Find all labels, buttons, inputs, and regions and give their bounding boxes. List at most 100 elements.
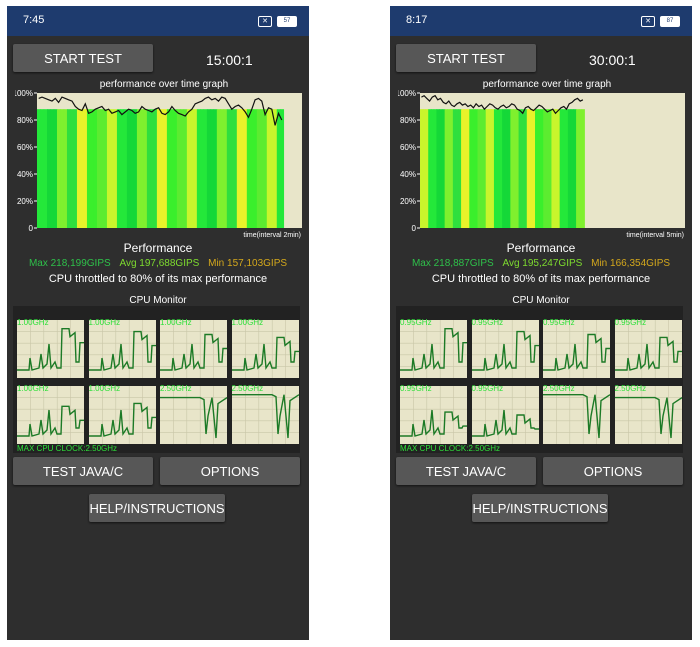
- status-time: 7:45: [23, 14, 45, 26]
- test-java-c-button[interactable]: TEST JAVA/C: [13, 457, 153, 485]
- performance-bar: [280, 109, 285, 228]
- performance-bar: [524, 109, 528, 228]
- performance-bar: [455, 109, 459, 228]
- y-tick-label: 40%: [17, 170, 33, 179]
- performance-bar: [130, 109, 135, 228]
- y-tick-label: 20%: [17, 197, 33, 206]
- cpu-core-graph: 0.95GHz: [400, 384, 467, 444]
- performance-bar: [50, 109, 55, 228]
- performance-bar: [226, 109, 231, 228]
- performance-bar: [37, 109, 41, 228]
- performance-bar: [472, 109, 476, 228]
- y-tick-label: 100%: [15, 89, 33, 98]
- performance-bar: [250, 109, 255, 228]
- graph-title: performance over time graph: [482, 79, 612, 90]
- performance-bar: [510, 109, 514, 228]
- performance-bar: [548, 109, 553, 228]
- phone-screen-2: 8:17 ✕ 87 START TEST 30:00:1 performance…: [390, 6, 692, 640]
- cpu-core-graph: 2.50GHz: [614, 384, 682, 444]
- start-test-button[interactable]: START TEST: [396, 44, 536, 72]
- core-graph-svg: [400, 320, 467, 378]
- cpu-core-graph: 0.95GHz: [471, 318, 539, 378]
- performance-bar: [565, 109, 569, 228]
- core-load-line: [614, 396, 682, 439]
- core-graph-svg: [614, 386, 682, 444]
- start-test-button[interactable]: START TEST: [13, 44, 153, 72]
- performance-bar: [93, 109, 98, 228]
- performance-bar: [444, 109, 448, 228]
- performance-bar: [200, 109, 205, 228]
- performance-bar: [447, 109, 451, 228]
- performance-bar: [136, 109, 141, 228]
- performance-bar: [233, 109, 238, 228]
- core-frequency-label: 0.95GHz: [543, 318, 575, 327]
- stat-max: Max 218,199GIPS: [28, 258, 111, 269]
- core-frequency-label: 1.00GHz: [88, 318, 121, 327]
- performance-bar: [491, 109, 495, 228]
- performance-bar: [422, 109, 427, 228]
- y-tick-label: 80%: [400, 116, 416, 125]
- performance-bar: [86, 109, 91, 228]
- core-load-line: [400, 409, 467, 437]
- performance-bar: [556, 109, 561, 228]
- cpu-core-graph: 0.95GHz: [471, 384, 539, 444]
- core-load-line: [88, 330, 156, 371]
- core-graph-svg: [543, 320, 610, 378]
- max-cpu-clock: MAX CPU CLOCK:2.50GHz: [400, 444, 501, 453]
- battery-icon: 57: [277, 16, 297, 27]
- performance-bar: [488, 109, 492, 228]
- core-frequency-label: 2.50GHz: [614, 384, 647, 393]
- throttle-text: CPU throttled to 80% of its max performa…: [48, 273, 268, 285]
- performance-bar: [46, 109, 51, 228]
- help-instructions-button[interactable]: HELP/INSTRUCTIONS: [472, 494, 608, 522]
- cpu-core-graph: 2.50GHz: [231, 384, 299, 444]
- status-bar: 8:17 ✕ 87: [390, 6, 692, 36]
- cpu-core-graph: 1.00GHz: [88, 318, 156, 378]
- core-graph-svg: [88, 386, 156, 444]
- core-frequency-label: 0.95GHz: [400, 384, 432, 393]
- core-load-line: [543, 394, 610, 439]
- performance-bar: [66, 109, 71, 228]
- core-load-line: [17, 328, 84, 371]
- performance-bar: [243, 109, 248, 228]
- performance-bar: [126, 109, 131, 228]
- test-java-c-button[interactable]: TEST JAVA/C: [396, 457, 536, 485]
- performance-chart: 0 20% 40% 60% 80% 100% time(interval 5min): [398, 89, 685, 239]
- performance-bar: [183, 109, 188, 228]
- performance-bar: [436, 109, 440, 228]
- options-button[interactable]: OPTIONS: [543, 457, 683, 485]
- performance-bar: [502, 109, 506, 228]
- performance-bar: [518, 109, 522, 228]
- performance-line: [38, 96, 283, 126]
- x-axis-label: time(interval 5min): [626, 232, 684, 239]
- core-frequency-label: 0.95GHz: [471, 384, 504, 393]
- performance-bar: [60, 109, 65, 228]
- performance-bar: [106, 109, 111, 228]
- core-load-line: [471, 409, 539, 437]
- performance-bar: [253, 109, 258, 228]
- core-graph-svg: [543, 386, 610, 444]
- core-graph-svg: [88, 320, 156, 378]
- core-frequency-label: 1.00GHz: [231, 318, 264, 327]
- performance-bar: [504, 109, 509, 228]
- core-load-line: [160, 333, 227, 371]
- performance-bar: [480, 109, 484, 228]
- help-instructions-button[interactable]: HELP/INSTRUCTIONS: [89, 494, 225, 522]
- performance-bar: [466, 109, 470, 228]
- performance-bar: [507, 109, 511, 228]
- performance-bar: [190, 109, 195, 228]
- status-icons: ✕ 57: [258, 16, 297, 27]
- performance-bar: [570, 109, 574, 228]
- performance-bar: [193, 109, 198, 228]
- options-button[interactable]: OPTIONS: [160, 457, 300, 485]
- performance-bar: [53, 109, 58, 228]
- performance-bar: [540, 109, 544, 228]
- performance-bar: [76, 109, 81, 228]
- performance-bar: [515, 109, 520, 228]
- core-load-line: [88, 402, 156, 437]
- throttle-text: CPU throttled to 80% of its max performa…: [431, 273, 651, 285]
- core-graph-svg: [231, 320, 299, 378]
- performance-bar: [441, 109, 446, 228]
- performance-bar: [439, 109, 443, 228]
- status-time: 8:17: [406, 14, 428, 26]
